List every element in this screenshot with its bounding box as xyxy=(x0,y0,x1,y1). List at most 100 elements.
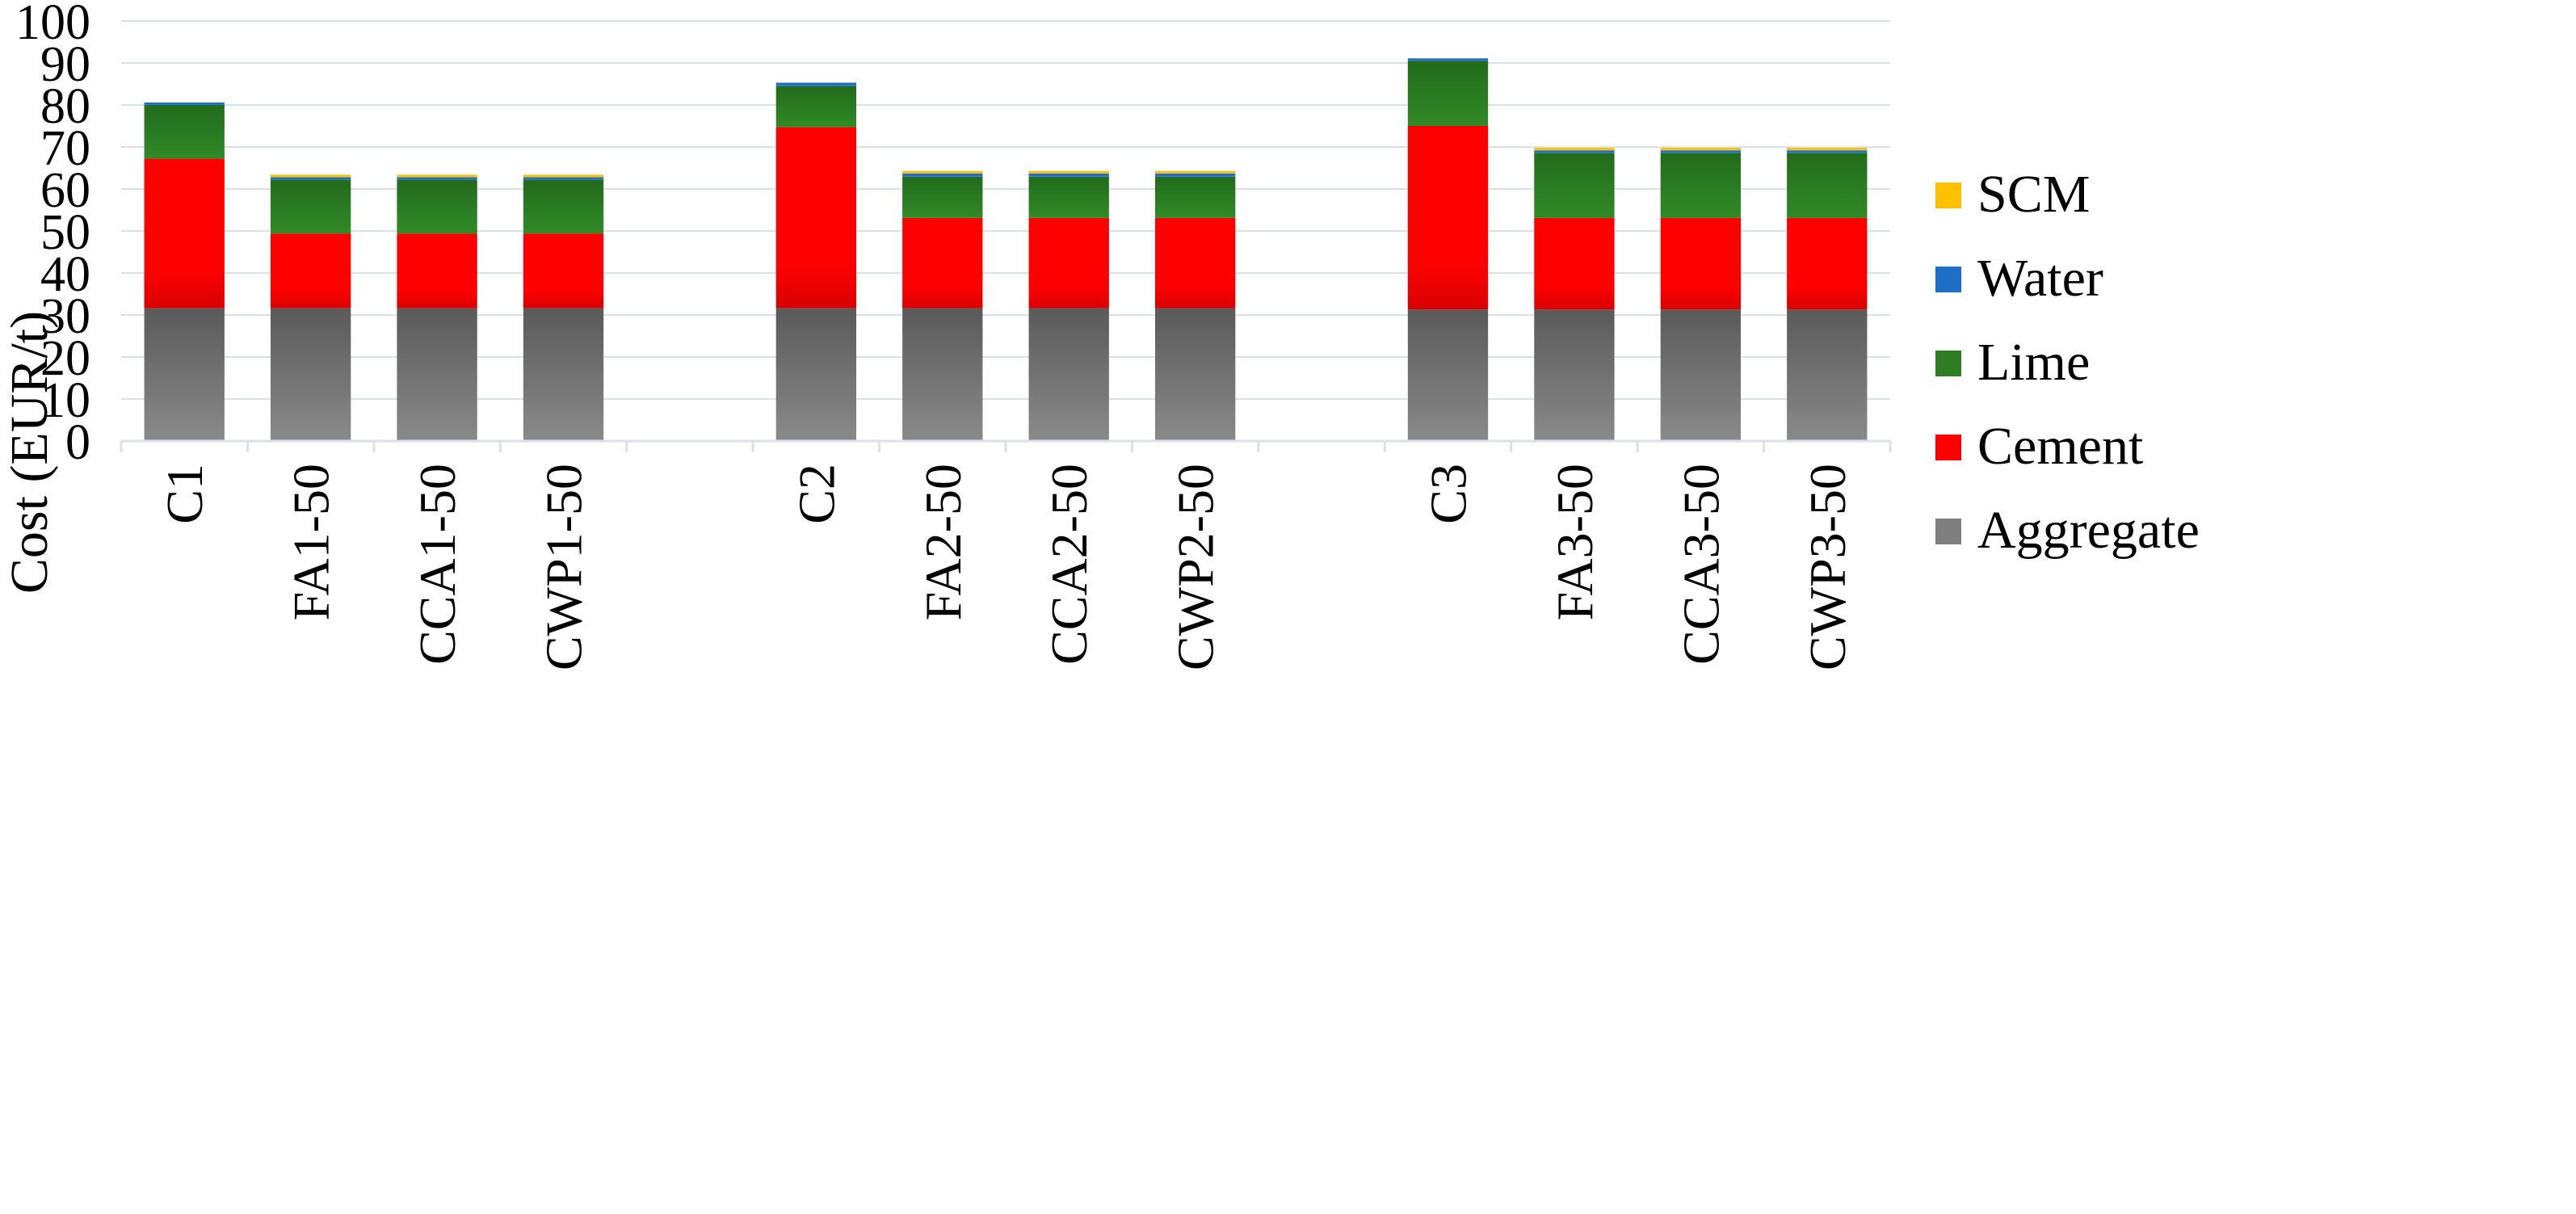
bar-segment-lime-cwp2-50 xyxy=(1154,176,1236,218)
bar-segment-aggregate-fa1-50 xyxy=(270,308,351,441)
gridlines xyxy=(121,20,1890,400)
bar-segment-lime-fa3-50 xyxy=(1534,153,1615,218)
bar-segment-aggregate-cwp2-50 xyxy=(1154,308,1236,441)
x-tick-label-cca3-50: CCA3-50 xyxy=(1672,464,1729,665)
bar-segment-cement-cwp2-50 xyxy=(1154,217,1236,309)
legend-label-aggregate: Aggregate xyxy=(1977,501,2200,560)
bar-segment-cement-fa1-50 xyxy=(270,233,351,309)
legend-label-scm: SCM xyxy=(1977,165,2091,224)
x-tick-label-c3: C3 xyxy=(1420,464,1477,524)
x-tick-label-fa2-50: FA2-50 xyxy=(914,464,972,620)
bar-segment-aggregate-c3 xyxy=(1407,309,1489,441)
legend-label-cement: Cement xyxy=(1977,417,2144,476)
legend-swatch-lime xyxy=(1935,351,1961,376)
bar-segment-scm-cwp2-50 xyxy=(1154,170,1236,174)
bar-segment-lime-c2 xyxy=(775,86,857,128)
y-tick-label: 20 xyxy=(40,331,90,386)
legend-label-lime: Lime xyxy=(1977,333,2091,392)
bar-segment-cement-cca2-50 xyxy=(1028,217,1109,309)
x-tick-label-fa3-50: FA3-50 xyxy=(1546,464,1603,620)
bar-segment-lime-cca3-50 xyxy=(1660,153,1742,218)
bar-segment-aggregate-cca3-50 xyxy=(1660,309,1742,441)
y-tick-label: 10 xyxy=(40,373,90,428)
x-tick-label-cca2-50: CCA2-50 xyxy=(1040,464,1098,665)
bar-segment-lime-fa1-50 xyxy=(270,179,351,234)
bar-segment-lime-c1 xyxy=(144,105,225,159)
x-tick-label-c1: C1 xyxy=(156,464,213,524)
bar-segment-cement-c1 xyxy=(144,158,225,309)
bar-segment-water-fa3-50 xyxy=(1534,150,1615,153)
bar-segment-lime-cwp1-50 xyxy=(523,179,604,234)
bar-segment-lime-cwp3-50 xyxy=(1787,153,1868,218)
bar-segment-aggregate-c1 xyxy=(144,308,225,441)
y-tick-label: 70 xyxy=(40,121,90,176)
legend-item-lime: Lime xyxy=(1931,321,2561,405)
bar-segment-aggregate-c2 xyxy=(775,308,857,441)
y-tick-label: 100 xyxy=(15,0,90,50)
y-tick-label: 90 xyxy=(40,37,90,92)
legend-swatch-aggregate xyxy=(1935,519,1961,544)
bar-segment-water-fa1-50 xyxy=(270,177,351,180)
bar-segment-water-fa2-50 xyxy=(902,173,983,177)
bar-segment-scm-cwp3-50 xyxy=(1787,148,1868,151)
bar-segment-aggregate-cwp1-50 xyxy=(523,308,604,441)
bar-segment-aggregate-fa2-50 xyxy=(902,308,983,441)
bar-segment-lime-cca2-50 xyxy=(1028,176,1109,218)
bar-segment-cement-cwp3-50 xyxy=(1787,217,1868,310)
bar-segment-water-cwp3-50 xyxy=(1787,150,1868,153)
bar-segment-cement-cca1-50 xyxy=(397,233,477,309)
bar-segment-scm-fa3-50 xyxy=(1534,148,1615,151)
legend-swatch-cement xyxy=(1935,435,1961,460)
legend-item-water: Water xyxy=(1931,237,2561,321)
bar-segment-lime-cca1-50 xyxy=(397,179,477,234)
legend: SCM Water Lime Cement Aggregate xyxy=(1931,153,2561,573)
y-tick-label: 0 xyxy=(65,415,90,470)
bar-segment-aggregate-cwp3-50 xyxy=(1787,309,1868,441)
legend-label-water: Water xyxy=(1977,249,2103,308)
y-tick-label: 80 xyxy=(40,79,90,134)
bar-segment-water-c3 xyxy=(1407,58,1489,61)
x-tick-label-cwp2-50: CWP2-50 xyxy=(1167,464,1225,670)
x-axis xyxy=(120,439,1892,452)
y-axis-label: Cost (EUR/t) xyxy=(0,311,59,594)
bar-segment-water-c1 xyxy=(144,102,225,105)
x-tick-label-c2: C2 xyxy=(788,464,845,524)
bar-segment-scm-cca3-50 xyxy=(1660,148,1742,151)
bar-segment-scm-fa2-50 xyxy=(902,170,983,174)
bar-segment-lime-c3 xyxy=(1407,61,1489,126)
x-tick-label-fa1-50: FA1-50 xyxy=(283,464,340,620)
legend-item-cement: Cement xyxy=(1931,405,2561,489)
bar-segment-cement-c2 xyxy=(775,127,857,309)
legend-swatch-scm xyxy=(1935,183,1961,208)
y-tick-label: 60 xyxy=(40,163,90,218)
y-tick-label: 30 xyxy=(40,289,90,344)
bar-segment-water-cca1-50 xyxy=(397,177,477,180)
bars xyxy=(144,58,1868,441)
bar-segment-cement-fa3-50 xyxy=(1534,217,1615,310)
x-tick-label-cwp3-50: CWP3-50 xyxy=(1799,464,1856,670)
legend-item-aggregate: Aggregate xyxy=(1931,489,2561,573)
bar-segment-scm-cwp1-50 xyxy=(523,174,604,178)
bar-segment-water-cca3-50 xyxy=(1660,150,1742,153)
x-axis-tick-labels: C1 FA1-50 CCA1-50 CWP1-50 C2 FA2-50 CCA2-50 CWP… xyxy=(156,464,1856,670)
bar-segment-scm-cca2-50 xyxy=(1028,170,1109,174)
x-tick-label-cca1-50: CCA1-50 xyxy=(409,464,466,665)
y-tick-label: 50 xyxy=(40,205,90,260)
legend-item-scm: SCM xyxy=(1931,153,2561,237)
bar-segment-aggregate-cca2-50 xyxy=(1028,308,1109,441)
bar-segment-water-c2 xyxy=(775,82,857,86)
bar-segment-cement-fa2-50 xyxy=(902,217,983,309)
y-tick-label: 40 xyxy=(40,247,90,302)
bar-segment-water-cwp2-50 xyxy=(1154,173,1236,177)
bar-segment-lime-fa2-50 xyxy=(902,176,983,218)
legend-swatch-water xyxy=(1935,267,1961,292)
bar-segment-aggregate-cca1-50 xyxy=(397,308,477,441)
bar-segment-scm-fa1-50 xyxy=(270,174,351,178)
bar-segment-aggregate-fa3-50 xyxy=(1534,309,1615,441)
bar-segment-cement-cwp1-50 xyxy=(523,233,604,309)
bar-segment-water-cwp1-50 xyxy=(523,177,604,180)
bar-segment-cement-c3 xyxy=(1407,126,1489,310)
